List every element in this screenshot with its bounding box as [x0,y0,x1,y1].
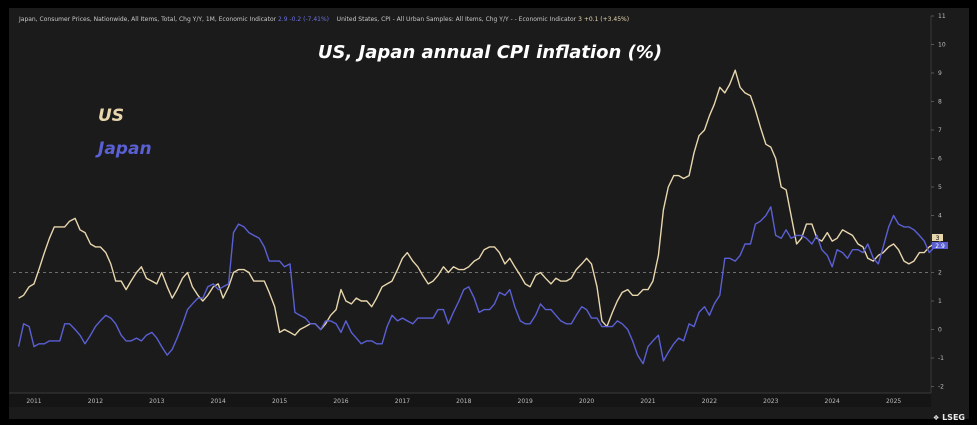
chart-title: US, Japan annual CPI inflation (%) [318,42,662,63]
legend-us-change: +0.1 (+3.45%) [583,16,630,23]
lseg-logo-text: LSEG [942,413,965,422]
lseg-logo: ❖ LSEG [933,413,965,422]
legend-us-name: United States, CPI - All Urban Samples: … [336,16,577,23]
x-tick-label: 2018 [456,398,471,405]
y-tick-label: 11 [938,13,946,20]
us-last-value-badge: 3 [932,234,943,242]
x-tick-label: 2012 [88,398,103,405]
y-tick-label: 4 [938,213,942,220]
legend-us-value: 3 [578,16,582,23]
y-tick-label: 2 [938,270,942,277]
x-tick-label: 2022 [702,398,717,405]
us-last-value: 3 [936,235,940,242]
y-tick-label: 9 [938,70,942,77]
y-tick-label: 5 [938,184,942,191]
japan-series-label: Japan [95,139,152,159]
x-tick-label: 2015 [272,398,287,405]
y-tick-label: 7 [938,127,942,134]
lseg-icon: ❖ [933,414,940,422]
y-tick-label: 10 [938,42,946,49]
y-tick-label: 6 [938,156,942,163]
legend-japan-change: -0.2 (-7.41%) [289,16,330,23]
axis-layer: -2 -1 0 1 2 3 4 5 6 7 8 9 10 11 2011 2012 2013 2014 2015 20… [9,13,946,407]
x-tick-label: 2013 [149,398,164,405]
legend-japan-name: Japan, Consumer Prices, Nationwide, All … [19,16,277,23]
legend-japan-value: 2.9 [278,16,288,23]
x-tick-label: 2017 [395,398,410,405]
x-tick-label: 2011 [26,398,41,405]
x-axis-strip [9,393,931,407]
y-tick-label: 1 [938,298,942,305]
y-tick-label: -1 [938,355,944,362]
x-tick-label: 2016 [333,398,348,405]
series-layer [17,69,936,365]
us-cpi-line [18,69,936,336]
y-tick-label: 0 [938,327,942,334]
x-tick-label: 2025 [886,398,901,405]
x-tick-label: 2019 [518,398,533,405]
us-series-label: US [98,106,124,126]
chart-frame [9,8,969,419]
x-tick-label: 2020 [579,398,594,405]
y-tick-label: 8 [938,99,942,106]
x-tick-label: 2024 [825,398,840,405]
japan-cpi-line [17,206,936,365]
japan-last-value-bg [932,242,948,249]
series-legend: Japan, Consumer Prices, Nationwide, All … [19,16,629,23]
x-tick-label: 2023 [763,398,778,405]
japan-last-value: 2.9 [935,243,945,250]
x-tick-label: 2021 [640,398,655,405]
x-tick-label: 2014 [211,398,226,405]
japan-last-value-badge: 2.9 [932,242,948,250]
y-tick-label: -2 [938,384,944,391]
us-last-value-bg [932,234,943,241]
